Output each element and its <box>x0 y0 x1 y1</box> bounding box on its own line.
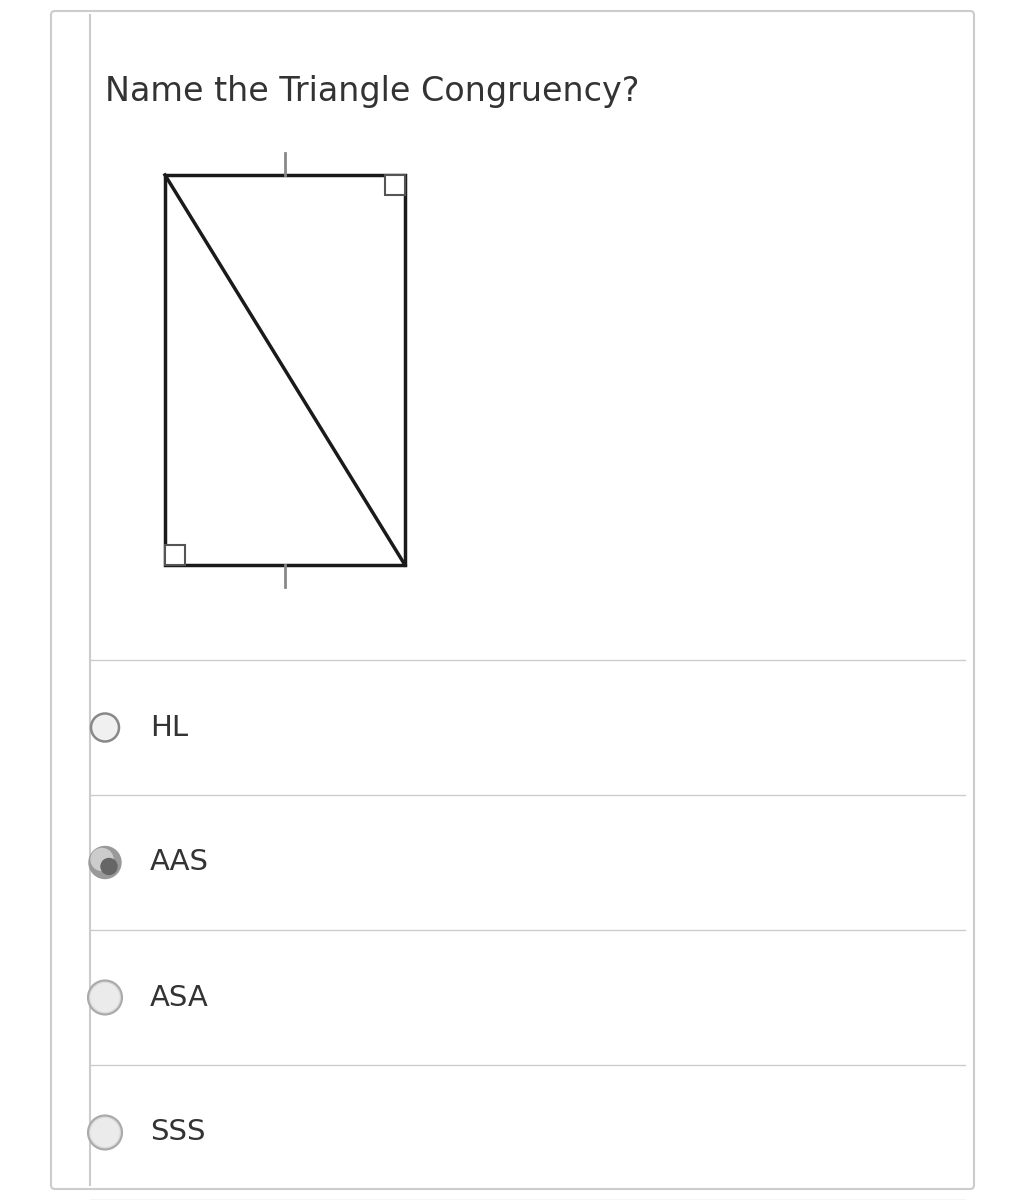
Bar <box>385 175 405 194</box>
Text: HL: HL <box>150 714 188 742</box>
Text: AAS: AAS <box>150 848 209 876</box>
Circle shape <box>89 846 121 878</box>
Bar <box>165 545 185 565</box>
Circle shape <box>88 1116 122 1150</box>
Circle shape <box>91 984 119 1012</box>
Circle shape <box>91 714 119 742</box>
Text: ASA: ASA <box>150 984 209 1012</box>
FancyBboxPatch shape <box>51 11 974 1189</box>
Text: Name the Triangle Congruency?: Name the Triangle Congruency? <box>105 74 639 108</box>
Circle shape <box>91 848 113 870</box>
Bar <box>165 175 405 565</box>
Circle shape <box>88 980 122 1014</box>
Text: SSS: SSS <box>150 1118 206 1146</box>
Circle shape <box>101 858 117 875</box>
Circle shape <box>91 1118 119 1146</box>
